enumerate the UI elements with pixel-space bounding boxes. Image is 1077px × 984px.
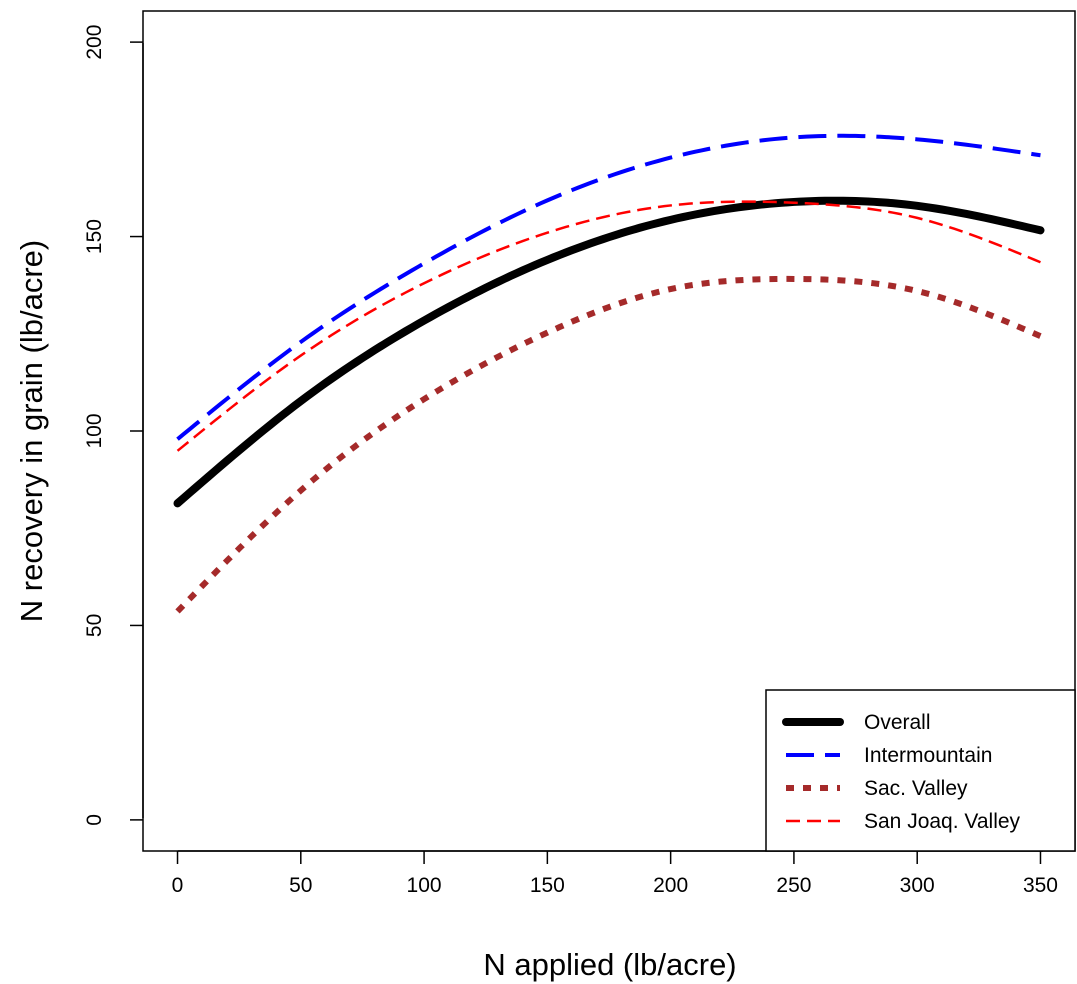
x-tick-label-6: 300 — [900, 874, 935, 897]
legend-label-2: Sac. Valley — [864, 777, 968, 800]
x-axis-title: N applied (lb/acre) — [483, 947, 736, 982]
series-layer — [173, 133, 1045, 614]
x-tick-label-4: 200 — [653, 874, 688, 897]
series-line-2 — [175, 275, 1042, 614]
y-tick-label-2: 100 — [83, 413, 106, 448]
x-tick-label-2: 100 — [407, 874, 442, 897]
y-tick-label-0: 0 — [83, 814, 106, 826]
x-tick-label-0: 0 — [172, 874, 184, 897]
series-line-1 — [176, 133, 1041, 441]
y-axis: 0 50 100 150 200 — [83, 25, 144, 826]
legend-label-1: Intermountain — [864, 744, 992, 767]
x-axis: 0 50 100 150 200 250 300 350 — [172, 850, 1058, 897]
x-tick-label-1: 50 — [289, 874, 312, 897]
legend: Overall Intermountain Sac. Valley San Joaq.… — [765, 689, 1076, 852]
x-tick-label-3: 150 — [530, 874, 565, 897]
legend-label-0: Overall — [864, 711, 931, 734]
legend-box — [765, 689, 1076, 852]
x-tick-label-5: 250 — [776, 874, 811, 897]
y-tick-label-1: 50 — [83, 614, 106, 637]
series-line-0 — [173, 196, 1045, 508]
y-axis-title: N recovery in grain (lb/acre) — [14, 240, 49, 622]
y-tick-label-3: 150 — [83, 219, 106, 254]
series-line-3 — [176, 200, 1041, 452]
legend-label-3: San Joaq. Valley — [864, 810, 1021, 833]
x-tick-label-7: 350 — [1023, 874, 1058, 897]
y-tick-label-4: 200 — [83, 25, 106, 60]
